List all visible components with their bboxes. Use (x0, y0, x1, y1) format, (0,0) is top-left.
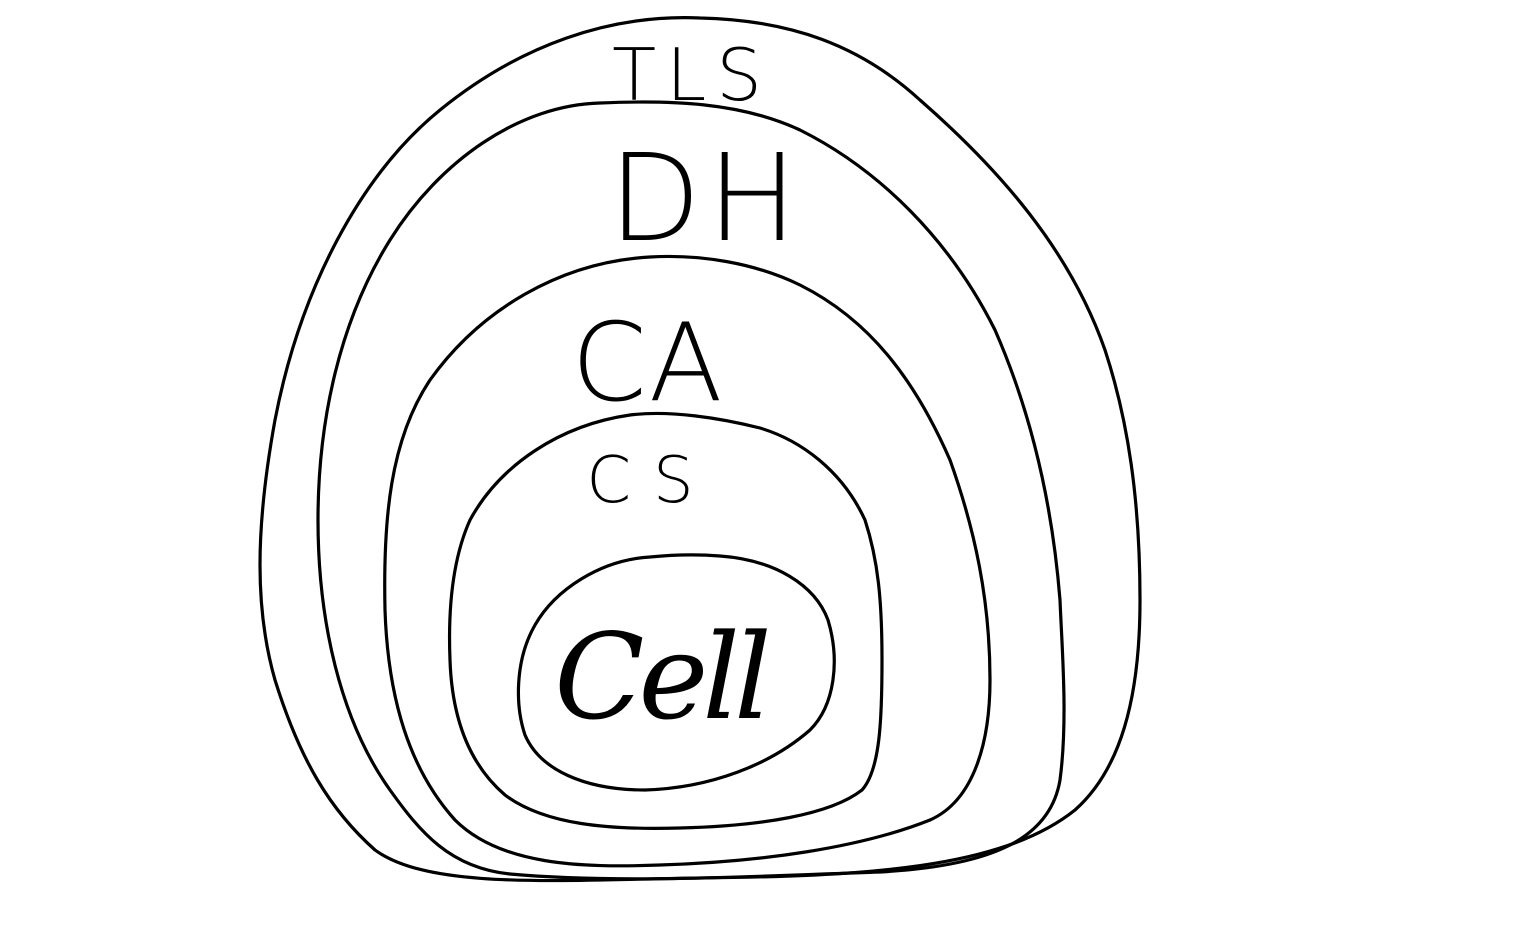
layer-label-ca: CA (571, 301, 724, 426)
layer-outline-cs (447, 411, 884, 830)
layer-outline-ca (383, 254, 992, 868)
layer-label-dh: DH (609, 130, 804, 269)
layer-outline-cell (516, 553, 836, 792)
layer-outline-dh (316, 100, 1066, 881)
layer-label-cell: Cell (554, 608, 767, 746)
layer-label-cs: CS (586, 444, 715, 518)
layer-label-tls: TLS (612, 33, 772, 117)
